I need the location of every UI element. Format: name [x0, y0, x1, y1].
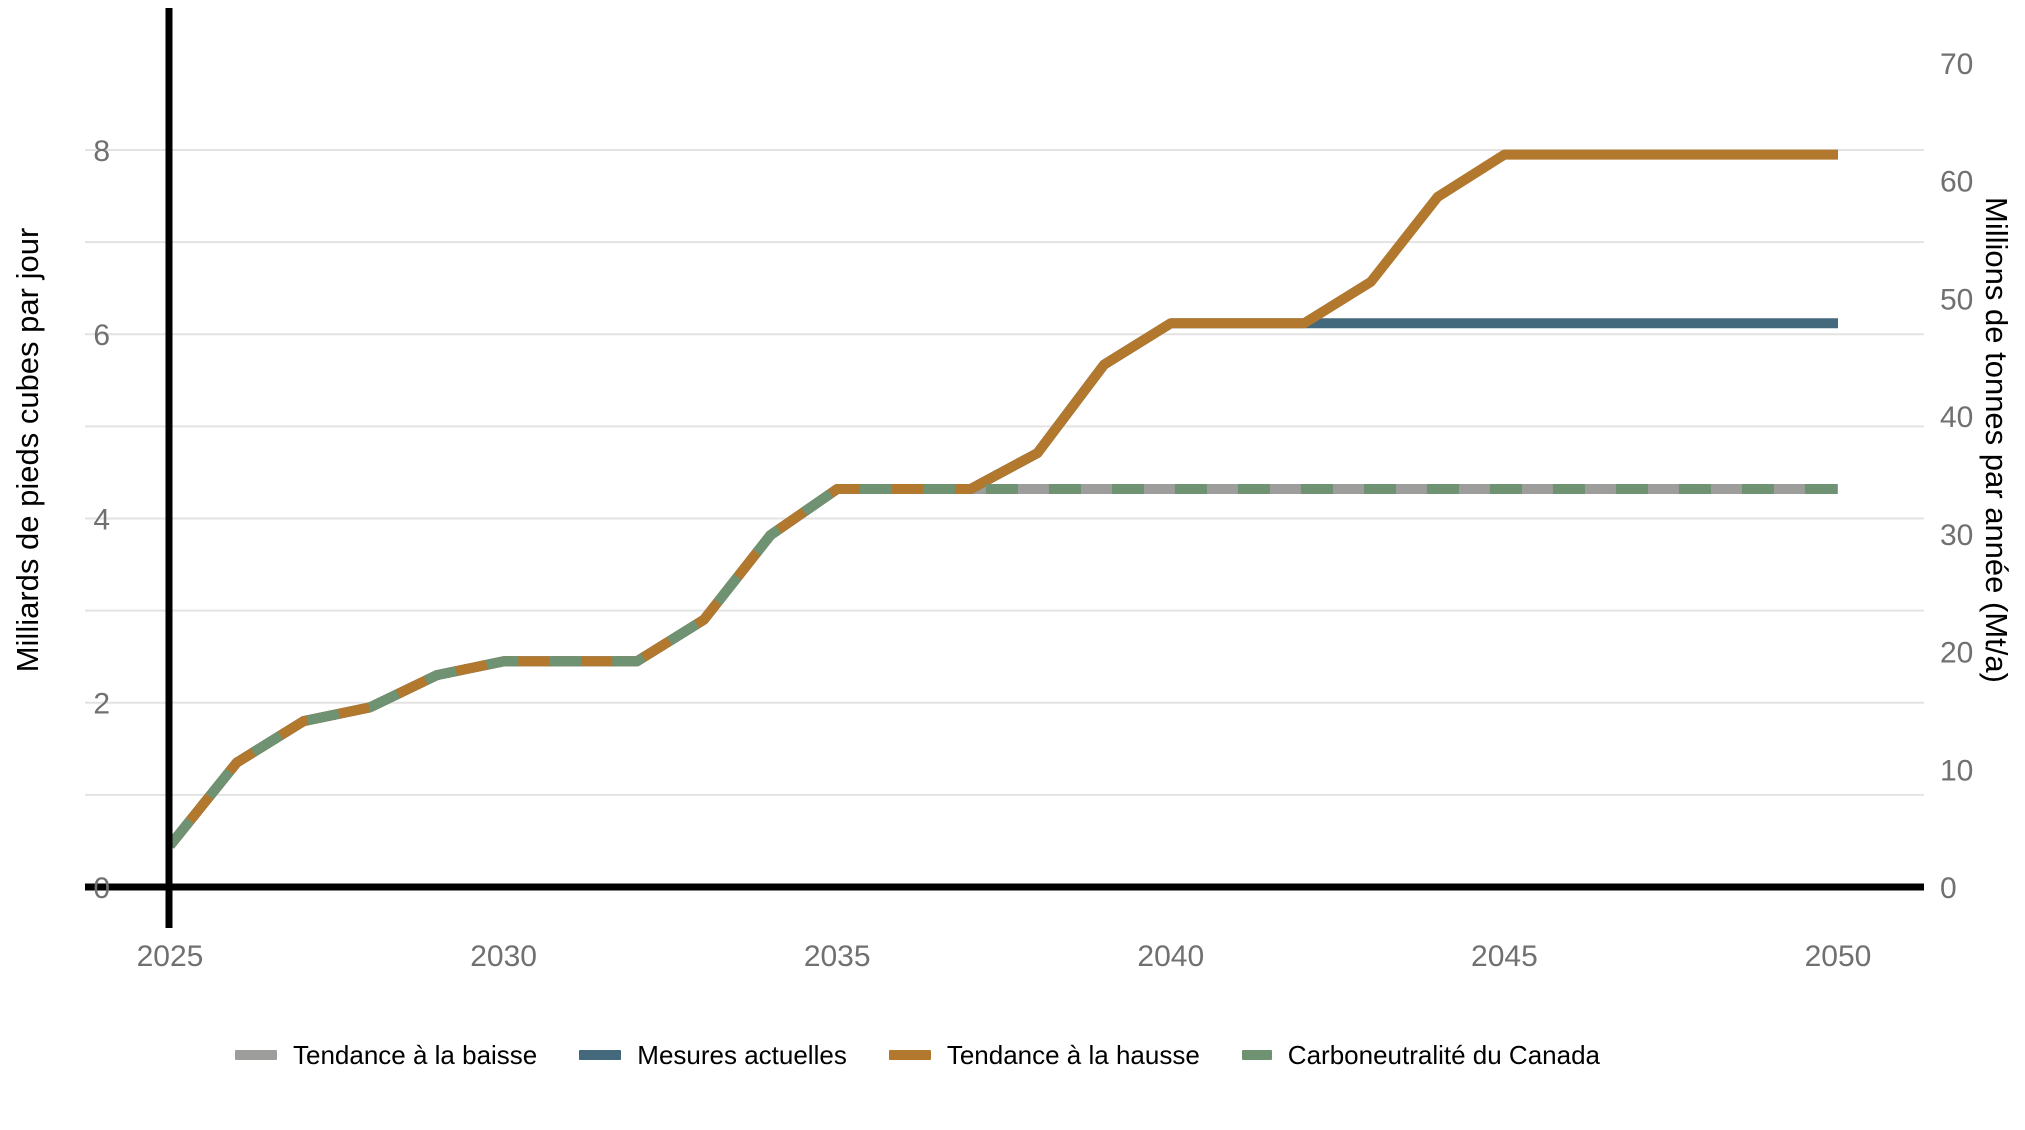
y-right-tick-label: 20: [1940, 637, 1973, 670]
x-tick-label: 2050: [1805, 940, 1872, 973]
y-axis-left-tick-labels: 0 2 4 6 8: [93, 135, 110, 905]
x-tick-label: 2040: [1137, 940, 1204, 973]
series-line-tendance-a-la-baisse: [166, 484, 1838, 849]
x-tick-label: 2045: [1471, 940, 1538, 973]
y-axis-left-title: Milliards de pieds cubes par jour: [10, 227, 45, 673]
y-right-tick-label: 30: [1940, 519, 1973, 552]
legend-label: Mesures actuelles: [637, 1040, 847, 1070]
y-left-tick-label: 2: [93, 688, 110, 721]
y-axis-right-tick-labels: 0 10 20 30 40 50 60 70: [1940, 48, 1973, 905]
x-tick-label: 2030: [470, 940, 537, 973]
gridlines: [85, 149, 1924, 796]
y-right-tick-label: 60: [1940, 166, 1973, 199]
legend-item: Carboneutralité du Canada: [1241, 1038, 1601, 1072]
y-right-tick-label: 50: [1940, 283, 1973, 316]
series-line-tendance-a-la-hausse: [166, 149, 1838, 849]
y-left-tick-label: 4: [93, 504, 110, 537]
axis-lines: [85, 8, 1924, 928]
y-right-tick-label: 0: [1940, 872, 1957, 905]
x-axis-tick-labels: 2025 2030 2035 2040 2045 2050: [137, 940, 1872, 973]
series-line-mesures-actuelles: [166, 318, 1838, 849]
y-left-tick-label: 0: [93, 872, 110, 905]
legend-label: Carboneutralité du Canada: [1287, 1040, 1601, 1070]
y-left-tick-label: 6: [93, 319, 110, 352]
legend-label: Tendance à la hausse: [946, 1040, 1200, 1070]
x-tick-label: 2035: [804, 940, 871, 973]
x-tick-label: 2025: [137, 940, 204, 973]
legend-item: Mesures actuelles: [579, 1038, 847, 1072]
series-line-carboneutralite-du-canada: [166, 484, 1838, 849]
legend-item: Tendance à la baisse: [234, 1038, 538, 1072]
legend-swatch: [579, 1050, 622, 1060]
y-axis-right-title: Millions de tonnes par année (Mt/a): [1979, 197, 2014, 683]
legend: Tendance à la baisse Mesures actuelles Ten…: [0, 1038, 1930, 1072]
legend-item: Tendance à la hausse: [888, 1038, 1200, 1072]
legend-swatch: [234, 1050, 277, 1060]
legend-swatch: [888, 1050, 931, 1060]
y-right-tick-label: 10: [1940, 754, 1973, 787]
y-right-tick-label: 70: [1940, 48, 1973, 81]
legend-label: Tendance à la baisse: [292, 1040, 538, 1070]
y-left-tick-label: 8: [93, 135, 110, 168]
legend-swatch: [1241, 1050, 1272, 1060]
y-right-tick-label: 40: [1940, 401, 1973, 434]
